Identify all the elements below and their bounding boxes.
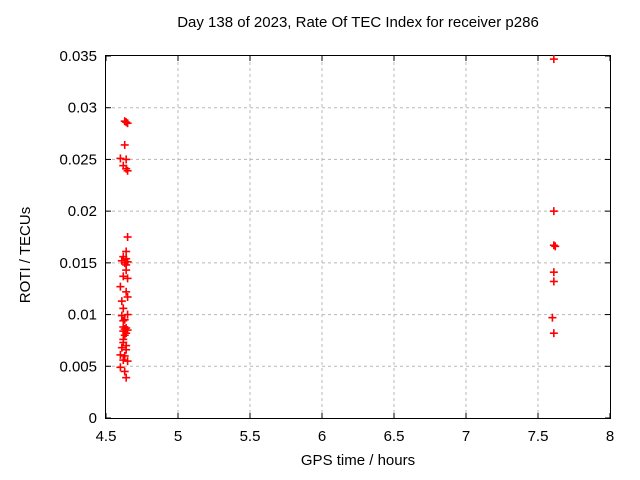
y-axis-label: ROTI / TECUs bbox=[17, 206, 34, 304]
x-tick-label: 5.5 bbox=[240, 428, 261, 445]
y-tick-label: 0 bbox=[89, 410, 97, 427]
y-tick-label: 0.015 bbox=[59, 255, 97, 272]
x-tick-label: 6 bbox=[318, 428, 326, 445]
x-tick-label: 6.5 bbox=[384, 428, 405, 445]
x-tick-label: 8 bbox=[606, 428, 614, 445]
x-axis-label: GPS time / hours bbox=[300, 452, 416, 469]
y-tick-label: 0.005 bbox=[59, 358, 97, 375]
y-tick-label: 0.03 bbox=[68, 100, 97, 117]
y-tick-label: 0.02 bbox=[68, 203, 97, 220]
x-tick-label: 7.5 bbox=[528, 428, 549, 445]
x-tick-label: 4.5 bbox=[96, 428, 117, 445]
y-tick-label: 0.025 bbox=[59, 151, 97, 168]
y-tick-label: 0.035 bbox=[59, 48, 97, 65]
x-tick-label: 7 bbox=[462, 428, 470, 445]
plot-border bbox=[105, 55, 611, 419]
y-tick-label: 0.01 bbox=[68, 307, 97, 324]
chart-title: Day 138 of 2023, Rate Of TEC Index for r… bbox=[177, 14, 539, 31]
x-tick-label: 5 bbox=[174, 428, 182, 445]
